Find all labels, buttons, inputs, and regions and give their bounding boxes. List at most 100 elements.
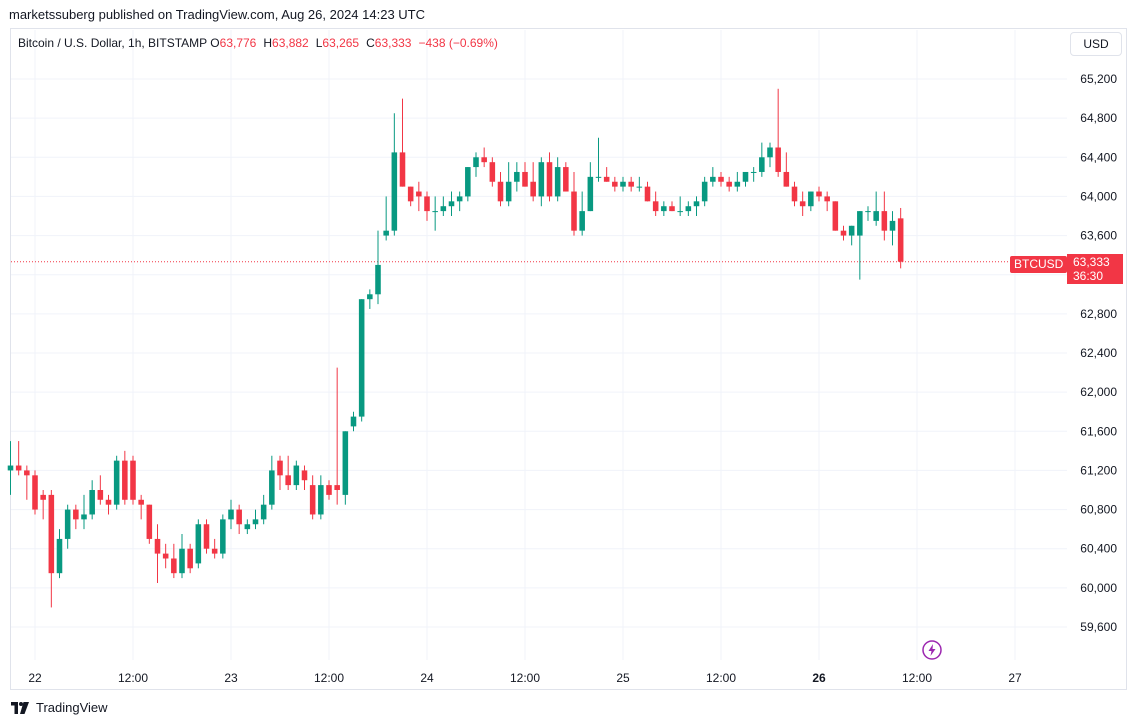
candle-body — [187, 548, 193, 569]
candle — [211, 538, 218, 559]
publish-line: marketssuberg published on TradingView.c… — [9, 7, 426, 22]
candle-body — [32, 475, 38, 510]
y-tick-label: 60,800 — [1080, 503, 1117, 517]
candle-body — [481, 157, 487, 163]
candle — [154, 524, 161, 583]
candle-body — [285, 475, 291, 486]
candle — [252, 509, 259, 530]
candle — [326, 480, 332, 500]
legend-high-label: H — [263, 36, 273, 50]
y-tick-label: 61,200 — [1080, 463, 1117, 477]
candle-body — [146, 504, 153, 539]
candles — [7, 88, 904, 608]
candle-body — [179, 548, 185, 574]
candle — [391, 113, 398, 236]
candle — [587, 162, 594, 212]
lightning-bolt-icon[interactable] — [922, 640, 942, 660]
legend-change: −438 (−0.69%) — [418, 36, 498, 50]
candle — [15, 441, 22, 476]
candle-body — [260, 504, 267, 520]
candle-body — [497, 181, 504, 202]
candle — [710, 167, 716, 187]
candle — [799, 191, 806, 216]
candle-body — [301, 470, 308, 481]
candle — [179, 534, 185, 579]
candle — [342, 431, 349, 505]
candle — [726, 176, 732, 192]
y-tick-label: 61,600 — [1080, 424, 1117, 438]
candle — [473, 152, 479, 177]
candle-body — [824, 196, 830, 202]
candle — [538, 157, 545, 207]
candle — [889, 211, 896, 246]
x-tick-label: 27 — [1008, 671, 1022, 685]
candle — [881, 191, 888, 241]
candle — [603, 167, 610, 182]
y-tick-label: 64,000 — [1080, 189, 1117, 203]
x-tick-label: 12:00 — [118, 671, 148, 685]
candle-body — [277, 460, 283, 476]
candle — [399, 98, 406, 187]
legend-open-value: 63,776 — [219, 36, 257, 50]
candle — [220, 514, 226, 559]
candle — [81, 494, 87, 530]
candle-body — [269, 470, 275, 505]
candle-body — [767, 147, 773, 158]
candle — [465, 167, 471, 202]
legend-open-label: O — [210, 36, 220, 50]
candle-body — [701, 181, 708, 202]
candle-body — [203, 524, 210, 549]
candle — [64, 504, 71, 549]
candle-body — [652, 201, 659, 212]
candle-body — [514, 171, 520, 182]
candle — [767, 142, 773, 168]
candle — [897, 207, 904, 269]
candle — [759, 142, 765, 177]
candle-body — [693, 201, 700, 207]
candle — [187, 543, 193, 574]
candle — [105, 494, 112, 515]
y-tick-label: 64,800 — [1080, 111, 1117, 125]
candle-body — [334, 485, 340, 490]
candle-body — [367, 294, 373, 300]
candle-body — [89, 490, 95, 515]
candle-body — [15, 465, 22, 471]
candle-body — [130, 460, 136, 500]
x-tick-label: 12:00 — [902, 671, 932, 685]
candle-body — [48, 494, 55, 574]
tradingview-logo-icon — [11, 701, 29, 714]
y-tick-label: 60,400 — [1080, 542, 1117, 556]
candle-body — [857, 211, 863, 236]
y-axis: 65,200 64,800 64,400 64,000 63,600 62,800 62,4… — [1080, 72, 1117, 634]
candle-body — [783, 171, 790, 187]
candle-body — [383, 230, 389, 236]
candle-body — [252, 519, 259, 525]
candle-body — [522, 171, 528, 187]
chart-frame — [10, 28, 1127, 690]
candle-body — [579, 211, 585, 231]
candle-body — [832, 201, 839, 231]
candle-body — [105, 499, 112, 505]
candle — [448, 191, 455, 216]
candle-body — [718, 176, 724, 182]
x-tick-label: 26 — [812, 671, 826, 685]
candle — [677, 196, 683, 216]
candle — [432, 196, 438, 231]
candle-body — [342, 431, 349, 495]
candle-body — [424, 196, 430, 212]
candle — [358, 299, 365, 422]
y-tick-label: 62,800 — [1080, 307, 1117, 321]
candle-body — [897, 218, 904, 262]
candle — [571, 171, 577, 236]
candle-body — [873, 211, 879, 221]
candle-body — [473, 157, 479, 168]
candle-body — [636, 186, 643, 188]
legend-low-value: 63,265 — [322, 36, 360, 50]
candle — [636, 176, 643, 192]
candle-body — [620, 181, 626, 187]
candle — [701, 176, 708, 207]
candle-body — [554, 167, 561, 197]
currency-button[interactable]: USD — [1070, 32, 1122, 56]
legend-low-label: L — [315, 36, 323, 50]
